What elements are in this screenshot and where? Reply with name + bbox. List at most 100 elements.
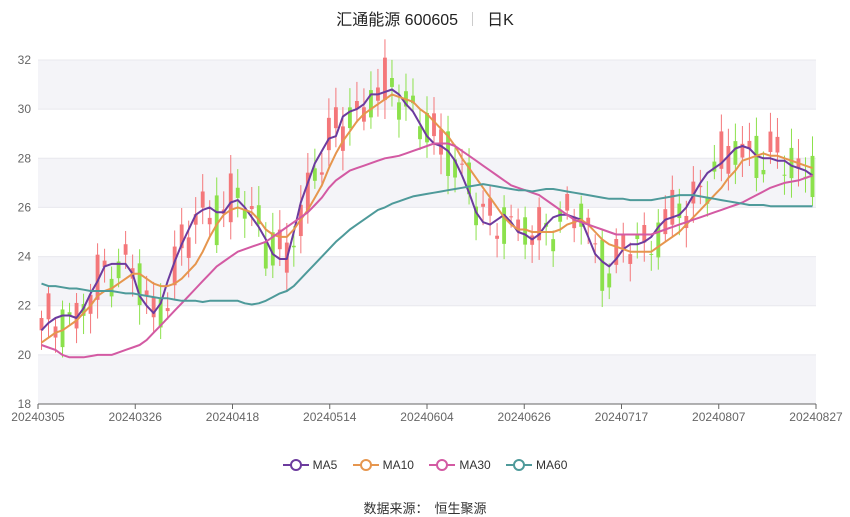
candle-body (789, 147, 794, 179)
candle-body (649, 253, 654, 255)
x-tick-label: 20240604 (400, 410, 454, 424)
candle-body (123, 244, 128, 255)
grid-band (38, 158, 816, 208)
legend-item-ma60[interactable]: MA60 (506, 458, 567, 472)
candle-body (326, 117, 331, 151)
legend-label-ma60: MA60 (536, 458, 568, 472)
source-label: 数据来源： (363, 501, 429, 516)
x-tick-label: 20240418 (206, 410, 260, 424)
candle-body (207, 217, 212, 225)
y-tick-label: 28 (18, 151, 32, 165)
candle-body (46, 293, 51, 320)
candle-body (432, 113, 436, 137)
title-divider (472, 12, 474, 26)
candle-body (67, 312, 72, 316)
candle-body (277, 229, 282, 250)
series-line-ma10 (40, 93, 813, 344)
y-tick-label: 26 (18, 200, 32, 214)
candle-body (144, 290, 149, 296)
legend-marker-ma10 (352, 458, 379, 472)
candle-body (270, 232, 275, 266)
candle-body (411, 95, 415, 104)
candle-body (481, 203, 485, 207)
candle-body (102, 260, 107, 267)
legend-label-ma5: MA5 (312, 458, 338, 472)
x-tick-label: 20240827 (789, 410, 843, 424)
candle-body (249, 206, 254, 210)
candle-body (200, 191, 205, 208)
candle-body (579, 203, 584, 227)
grid-band (38, 354, 816, 404)
candle-body (656, 222, 661, 258)
x-tick-label: 20240305 (11, 410, 65, 424)
legend-item-ma5[interactable]: MA5 (282, 458, 338, 472)
candle-body (256, 205, 261, 225)
candle-body (586, 217, 591, 225)
candle-body (179, 224, 184, 249)
legend-item-ma10[interactable]: MA10 (352, 458, 414, 472)
candle-body (193, 214, 198, 225)
candle-body (565, 194, 570, 211)
y-tick-label: 24 (18, 250, 32, 264)
candle-body (116, 261, 121, 279)
candle-body (453, 159, 457, 178)
candle-body (509, 216, 514, 218)
legend: MA5 MA10 MA30 MA60 (0, 458, 850, 472)
candle-body (628, 254, 633, 264)
period-label: 日K (487, 12, 514, 29)
candle-body (418, 126, 422, 140)
candle-body (347, 107, 352, 129)
candle-body (761, 169, 766, 175)
y-axis: 18 20 22 24 26 28 30 32 (18, 53, 32, 411)
candle-body (670, 189, 675, 225)
candle-body (446, 131, 450, 176)
legend-marker-ma30 (429, 458, 456, 472)
candle-body (705, 197, 710, 204)
candle-body (474, 206, 478, 226)
x-tick-label: 20240626 (498, 410, 552, 424)
candle-body (74, 302, 79, 329)
legend-marker-ma5 (282, 458, 309, 472)
candle-body (523, 217, 528, 245)
candle-body (228, 173, 233, 223)
y-tick-label: 18 (18, 397, 32, 411)
candle-body (425, 112, 429, 143)
candle-body (635, 234, 640, 240)
candle-body (726, 145, 731, 174)
candle-body (600, 239, 605, 291)
legend-item-ma30[interactable]: MA30 (429, 458, 491, 472)
candle-body (383, 57, 387, 101)
candle-body (39, 318, 44, 331)
candle-body (740, 143, 745, 158)
candle-body (747, 140, 752, 149)
candle-body (537, 207, 542, 241)
x-tick-label: 20240807 (692, 410, 746, 424)
candle-body (60, 309, 65, 348)
candle-body (319, 172, 324, 175)
candle-body (782, 174, 787, 176)
series-line-ma30 (41, 142, 813, 359)
candle-body (137, 263, 142, 306)
y-tick-label: 22 (18, 299, 32, 313)
candle-body (516, 219, 521, 232)
candle-body (607, 273, 612, 288)
candle-body (158, 298, 163, 328)
chart-title: 汇通能源 600605 日K (0, 6, 850, 30)
legend-label-ma10: MA10 (382, 458, 414, 472)
candle-body (593, 243, 598, 245)
candle-body (390, 78, 394, 87)
candle-body (495, 235, 500, 239)
candle-body (460, 163, 464, 165)
candle-body (719, 131, 724, 169)
candle-body (242, 209, 247, 219)
candle-body (775, 136, 780, 153)
candle-body (663, 209, 668, 235)
series-line-ma5 (40, 88, 814, 331)
stock-name: 汇通能源 600605 (336, 12, 459, 29)
candle-body (95, 254, 100, 300)
candle-body (263, 241, 268, 269)
candle-body (397, 102, 401, 120)
candle-body (165, 308, 170, 312)
candle-body (614, 239, 619, 265)
